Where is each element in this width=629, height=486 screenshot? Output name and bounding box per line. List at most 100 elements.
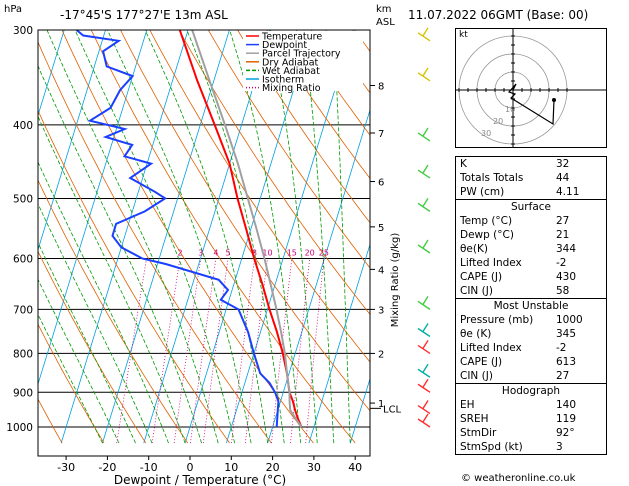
hodograph-param-label: StmSpd (kt) [460, 441, 523, 453]
x-tick-label: -20 [98, 461, 116, 474]
surface-value: 344 [556, 243, 577, 255]
hodograph-param-row: StmSpd (kt) 3 [456, 440, 606, 454]
mixing-ratio-line [271, 258, 293, 444]
surface-value: 58 [556, 285, 570, 297]
hodograph-ring-label: 30 [481, 129, 491, 138]
index-label: K [460, 158, 467, 170]
mixing-ratio-label: 4 [213, 249, 218, 258]
km-tick-label: 2 [378, 349, 384, 360]
mixing-ratio-line [116, 258, 147, 444]
isotherm [38, 30, 106, 252]
mixing-ratio-line [290, 258, 311, 444]
surface-label: θe(K) [460, 243, 488, 255]
legend-label: Temperature [261, 32, 322, 43]
mixing-ratio-line [151, 258, 181, 444]
x-tick-label: 10 [224, 461, 238, 474]
km-tick-label: 8 [378, 82, 384, 93]
dry-adiabat [38, 323, 105, 444]
most-unstable-value: 27 [556, 370, 570, 382]
mixing-ratio-line [173, 258, 202, 444]
x-tick-label: -30 [57, 461, 75, 474]
wet-adiabat [38, 161, 169, 444]
surface-label: CAPE (J) [460, 271, 503, 283]
mixing-ratio-label: 25 [319, 249, 329, 258]
hodograph-param-value: 140 [556, 399, 577, 411]
mixing-ratio-axis-label: Mixing Ratio (g/kg) [390, 233, 401, 328]
isotherm [267, 108, 370, 444]
parcel-trajectory-line [191, 30, 303, 428]
most-unstable-label: θe (K) [460, 328, 492, 340]
x-tick-label: 20 [266, 461, 280, 474]
wind-barb [417, 323, 431, 338]
km-tick-label: 1 [378, 399, 384, 410]
surface-value: 430 [556, 271, 577, 283]
km-unit: km [376, 4, 392, 15]
legend-label: Dry Adiabat [262, 57, 319, 68]
wet-adiabat [38, 278, 120, 444]
legend-label: Wet Adiabat [262, 66, 320, 77]
hodograph-ring-label: 20 [493, 117, 503, 126]
most-unstable-row: Lifted Index -2 [456, 341, 606, 355]
most-unstable-value: -2 [556, 342, 567, 354]
hodograph-param-label: EH [460, 399, 475, 411]
dewpoint-line [75, 30, 280, 428]
wind-barbs [417, 27, 431, 428]
mixing-ratio-label: 3 [198, 249, 203, 258]
index-value: 4.11 [556, 186, 580, 198]
most-unstable-row: CIN (J) 27 [456, 369, 606, 383]
copyright: © weatheronline.co.uk [461, 473, 576, 484]
pressure-tick-label: 600 [13, 254, 33, 266]
hodograph-param-value: 3 [556, 441, 563, 453]
legend-label: Isotherm [262, 75, 304, 86]
mixing-ratio-label: 5 [225, 249, 230, 258]
hodograph-param-label: SREH [460, 413, 489, 425]
dry-adiabat [61, 30, 314, 444]
hodograph-param-row: EH 140 [456, 398, 606, 412]
pressure-tick-label: 900 [13, 387, 33, 399]
most-unstable-row: CAPE (J) 613 [456, 355, 606, 369]
wet-adiabat [333, 30, 351, 444]
dry-adiabat [38, 179, 189, 444]
km-tick-label: 7 [378, 129, 384, 140]
datetime-label: 11.07.2022 06GMT (Base: 00) [408, 8, 589, 22]
wet-adiabat [38, 115, 186, 444]
x-tick-label: 0 [187, 461, 194, 474]
location-label: -17°45'S 177°27'E 13m ASL [60, 8, 228, 22]
most-unstable-value: 1000 [556, 314, 583, 326]
legend-bg [243, 31, 363, 91]
hodograph-title: Hodograph [456, 383, 606, 398]
x-tick-label: -10 [140, 461, 158, 474]
most-unstable-row: θe (K) 345 [456, 327, 606, 341]
wind-barb [417, 164, 431, 179]
surface-row: Temp (°C) 27 [456, 214, 606, 228]
index-row: PW (cm) 4.11 [456, 185, 606, 199]
most-unstable-label: CIN (J) [460, 370, 493, 382]
pressure-tick-label: 300 [13, 25, 33, 37]
isotherm [308, 243, 370, 444]
surface-value: 21 [556, 229, 570, 241]
hodograph: kt 10 20 30 [455, 28, 607, 148]
wind-barb [417, 296, 431, 310]
dry-adiabat [38, 41, 272, 444]
most-unstable-value: 613 [556, 356, 577, 368]
km-tick-label: 6 [378, 178, 384, 189]
hodograph-param-value: 119 [556, 413, 577, 425]
wet-adiabat [46, 30, 219, 444]
hodograph-param-value: 92° [556, 427, 575, 439]
most-unstable-value: 345 [556, 328, 577, 340]
mixing-ratio-label: 10 [262, 249, 272, 258]
surface-row: CAPE (J) 430 [456, 270, 606, 284]
wet-adiabat [38, 203, 153, 444]
surface-label: Temp (°C) [460, 215, 513, 227]
wet-adiabat [229, 30, 302, 444]
most-unstable-row: Pressure (mb) 1000 [456, 313, 606, 327]
mixing-ratio-label: 2 [177, 249, 182, 258]
legend-label: Dewpoint [262, 40, 307, 51]
wet-adiabat [107, 30, 252, 444]
dry-adiabat [266, 30, 370, 180]
x-tick-label: 30 [307, 461, 321, 474]
x-axis-label: Dewpoint / Temperature (°C) [114, 473, 286, 486]
